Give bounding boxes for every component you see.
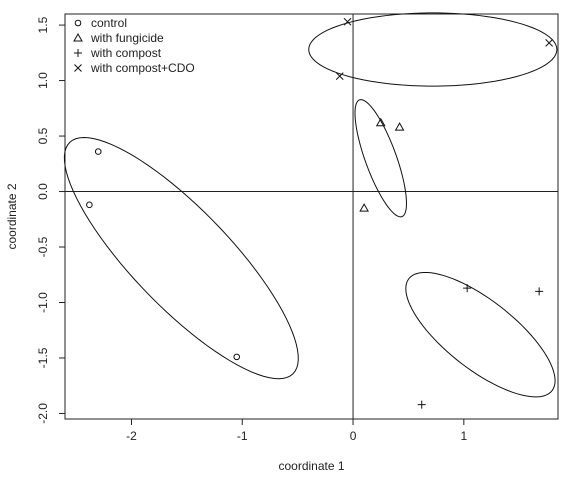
point-control <box>86 201 93 209</box>
x-tick-label: 1 <box>460 429 467 443</box>
x-axis-label: coordinate 1 <box>278 459 344 473</box>
legend-label-control: control <box>91 16 127 30</box>
ellipse-with-compost <box>405 271 556 398</box>
point-with-compost-cdo <box>545 38 553 47</box>
point-with-fungicide <box>375 117 386 127</box>
x-tick-label: -1 <box>237 429 248 443</box>
x-tick-label: 0 <box>350 429 357 443</box>
y-tick-label: 0.0 <box>36 183 50 200</box>
y-tick-label: 0.5 <box>36 127 50 144</box>
point-with-compost <box>417 400 426 409</box>
legend-label-with-compost-cdo: with compost+CDO <box>90 61 195 75</box>
y-tick-label: -1.5 <box>36 347 50 368</box>
point-with-compost-cdo <box>335 72 344 80</box>
legend-marker-control <box>74 19 82 27</box>
point-with-compost <box>463 284 472 293</box>
legend-marker-with-fungicide <box>73 32 83 42</box>
point-with-compost-cdo <box>343 17 352 26</box>
point-with-compost <box>535 287 544 296</box>
point-control <box>94 148 102 155</box>
point-with-fungicide <box>394 122 405 131</box>
point-with-fungicide <box>359 203 369 212</box>
ellipse-with-compost-cdo <box>308 12 558 87</box>
x-tick-label: -2 <box>126 429 137 443</box>
legend-label-with-compost: with compost <box>90 46 162 60</box>
point-control <box>233 353 241 361</box>
plot-frame <box>64 13 559 420</box>
y-tick-label: 1.0 <box>36 72 50 89</box>
legend-marker-with-compost <box>74 49 82 57</box>
y-tick-label: -1.0 <box>36 292 50 313</box>
y-tick-label: -2.0 <box>36 403 50 424</box>
y-tick-label: 1.5 <box>36 16 50 33</box>
ellipse-control <box>63 137 299 380</box>
legend-label-with-fungicide: with fungicide <box>90 31 164 45</box>
ellipse-with-fungicide <box>354 99 407 218</box>
legend-marker-with-compost-cdo <box>74 64 82 72</box>
y-tick-label: -0.5 <box>36 236 50 257</box>
y-axis-label: coordinate 2 <box>5 183 19 249</box>
